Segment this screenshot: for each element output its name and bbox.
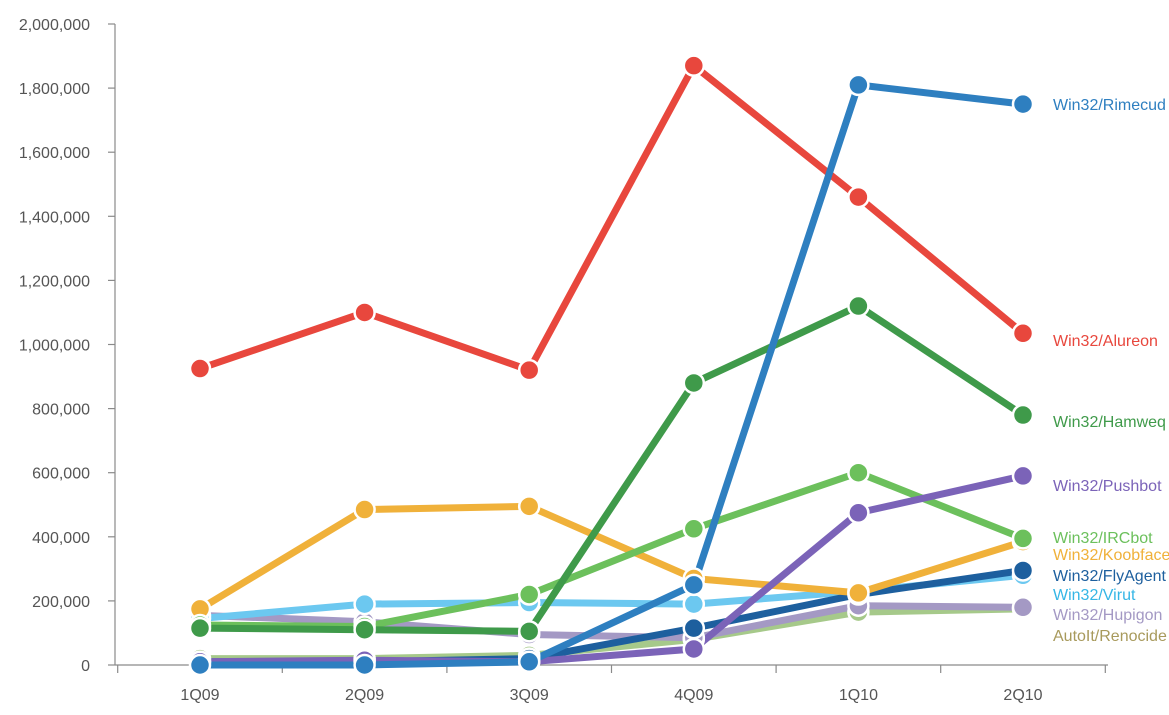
data-point-win32-pushbot xyxy=(847,501,870,525)
y-tick-label: 200,000 xyxy=(32,594,90,611)
data-point-win32-pushbot xyxy=(682,637,706,661)
data-point-win32-rimecud xyxy=(353,653,376,677)
y-tick-label: 1,800,000 xyxy=(19,81,90,98)
series-labels: Win32/Rimecud Win32/Alureon Win32/Hamweq Wi… xyxy=(1053,97,1169,645)
data-point-win32-flyagent xyxy=(682,616,706,640)
series-line-win32-hamweq xyxy=(196,302,1027,635)
y-tick-label: 1,200,000 xyxy=(19,273,90,290)
series-label-win32-hamweq: Win32/Hamweq xyxy=(1053,414,1166,431)
data-point-win32-alureon xyxy=(847,185,870,209)
y-tick-label: 400,000 xyxy=(32,530,90,547)
series-line-win32-rimecud xyxy=(196,81,1027,669)
y-tick-label: 1,400,000 xyxy=(19,209,90,226)
x-tick-label: 1Q09 xyxy=(180,687,219,704)
series-line-win32-hupigon xyxy=(196,602,1027,642)
data-point-win32-alureon xyxy=(517,358,541,382)
data-point-win32-koobface xyxy=(847,581,870,605)
series-label-win32-ircbot: Win32/IRCbot xyxy=(1053,530,1153,547)
series-label-win32-virut: Win32/Virut xyxy=(1053,587,1136,604)
data-point-win32-rimecud xyxy=(682,573,706,597)
data-point-win32-ircbot xyxy=(847,461,870,484)
data-point-win32-rimecud xyxy=(517,650,541,674)
data-point-win32-hamweq xyxy=(517,620,541,643)
y-axis-ticks: 0 200,000 400,000 600,000 800,000 1,000,000 1,… xyxy=(19,17,115,675)
x-tick-label: 3Q09 xyxy=(510,687,549,704)
series-label-win32-flyagent: Win32/FlyAgent xyxy=(1053,568,1166,585)
data-point-win32-alureon xyxy=(682,54,706,77)
x-tick-label: 1Q10 xyxy=(839,687,878,704)
series-lines xyxy=(196,62,1027,669)
series-label-win32-pushbot: Win32/Pushbot xyxy=(1053,478,1162,495)
series-label-win32-koobface: Win32/Koobface xyxy=(1053,547,1169,564)
series-points xyxy=(188,54,1035,677)
data-point-win32-alureon xyxy=(1011,322,1035,345)
series-line-win32-koobface xyxy=(196,502,1027,613)
y-tick-label: 800,000 xyxy=(32,402,90,419)
series-label-win32-rimecud: Win32/Rimecud xyxy=(1053,97,1166,114)
data-point-win32-ircbot xyxy=(682,517,706,541)
series-label-autoit-renocide: AutoIt/Renocide xyxy=(1053,628,1167,645)
data-point-win32-koobface xyxy=(353,498,376,521)
data-point-win32-virut xyxy=(353,592,376,616)
data-point-win32-hamweq xyxy=(682,371,706,395)
series-line-win32-pushbot xyxy=(196,472,1027,666)
data-point-win32-alureon xyxy=(353,301,376,324)
data-point-win32-hupigon xyxy=(1011,596,1035,619)
x-axis-ticks: 1Q09 2Q09 3Q09 4Q09 1Q10 2Q10 xyxy=(117,665,1106,704)
data-point-win32-hamweq xyxy=(353,618,376,641)
data-point-win32-pushbot xyxy=(1011,464,1035,488)
data-point-win32-rimecud xyxy=(188,653,212,677)
y-tick-label: 1,600,000 xyxy=(19,145,90,162)
y-tick-label: 0 xyxy=(81,658,90,675)
series-label-win32-hupigon: Win32/Hupigon xyxy=(1053,607,1162,624)
y-tick-label: 2,000,000 xyxy=(19,17,90,34)
data-point-win32-rimecud xyxy=(847,73,870,97)
data-point-win32-ircbot xyxy=(517,583,541,606)
y-tick-label: 1,000,000 xyxy=(19,338,90,355)
series-label-win32-alureon: Win32/Alureon xyxy=(1053,333,1158,350)
y-tick-label: 600,000 xyxy=(32,466,90,483)
x-tick-label: 2Q09 xyxy=(345,687,384,704)
x-tick-label: 2Q10 xyxy=(1003,687,1042,704)
data-point-win32-ircbot xyxy=(1011,527,1035,550)
data-point-win32-hamweq xyxy=(188,616,212,640)
data-point-win32-rimecud xyxy=(1011,92,1035,116)
series-line-win32-alureon xyxy=(196,62,1027,374)
data-point-win32-hamweq xyxy=(1011,403,1035,427)
data-point-win32-flyagent xyxy=(1011,559,1035,582)
data-point-win32-koobface xyxy=(517,495,541,518)
data-point-win32-alureon xyxy=(188,357,212,380)
data-point-win32-hamweq xyxy=(847,294,870,318)
x-tick-label: 4Q09 xyxy=(674,687,713,704)
data-point-win32-virut xyxy=(682,592,706,616)
